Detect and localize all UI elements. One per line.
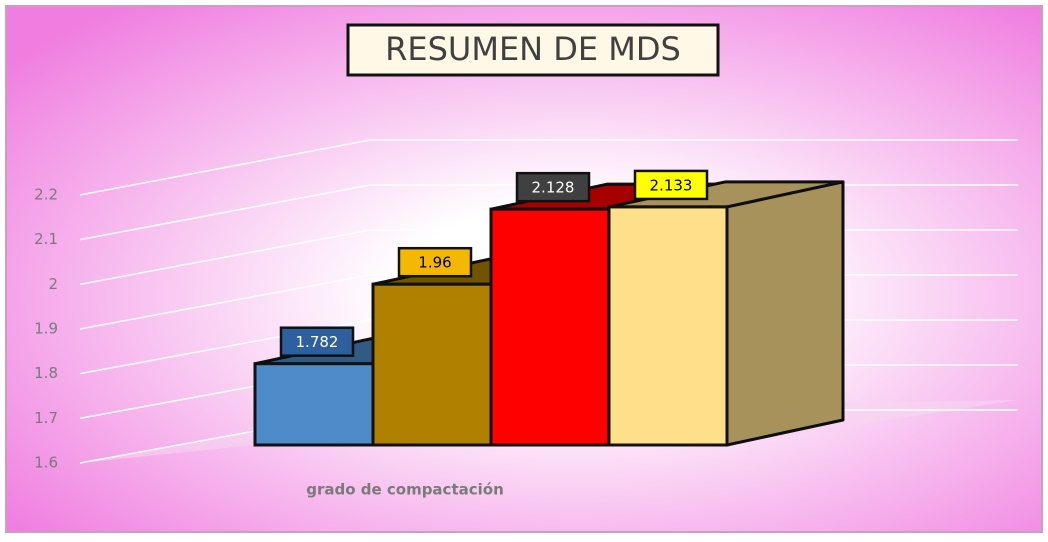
chart-title: RESUMEN DE MDS: [385, 30, 681, 68]
data-label: 2.128: [532, 179, 575, 197]
data-label-box: [515, 171, 591, 203]
data-label-box: [397, 246, 473, 278]
bar-top-shade: [609, 181, 843, 207]
x-category-label: grado de compactación: [306, 481, 504, 499]
data-label: 1.782: [296, 333, 339, 351]
bar: [371, 282, 493, 447]
y-tick-label: 1.6: [34, 454, 58, 472]
grid-line: [79, 139, 371, 196]
y-tick-label: 1.8: [34, 364, 58, 382]
bar: [607, 205, 729, 447]
title-box: [346, 23, 720, 77]
y-tick-label: 2.1: [34, 230, 58, 248]
bar: [489, 207, 611, 447]
y-tick-label: 2: [48, 275, 58, 293]
data-label: 2.133: [650, 176, 693, 194]
y-tick-label: 2.2: [34, 186, 58, 204]
data-label: 1.96: [418, 254, 451, 272]
y-tick-label: 1.7: [34, 409, 58, 427]
bar-side-shade: [727, 181, 843, 445]
grid-line: [79, 184, 371, 241]
data-label-box: [279, 326, 355, 357]
bar: [253, 362, 375, 447]
grid-line: [79, 274, 371, 330]
data-label-box: [633, 169, 709, 201]
y-tick-label: 1.9: [34, 320, 58, 338]
grid-line: [79, 229, 371, 286]
